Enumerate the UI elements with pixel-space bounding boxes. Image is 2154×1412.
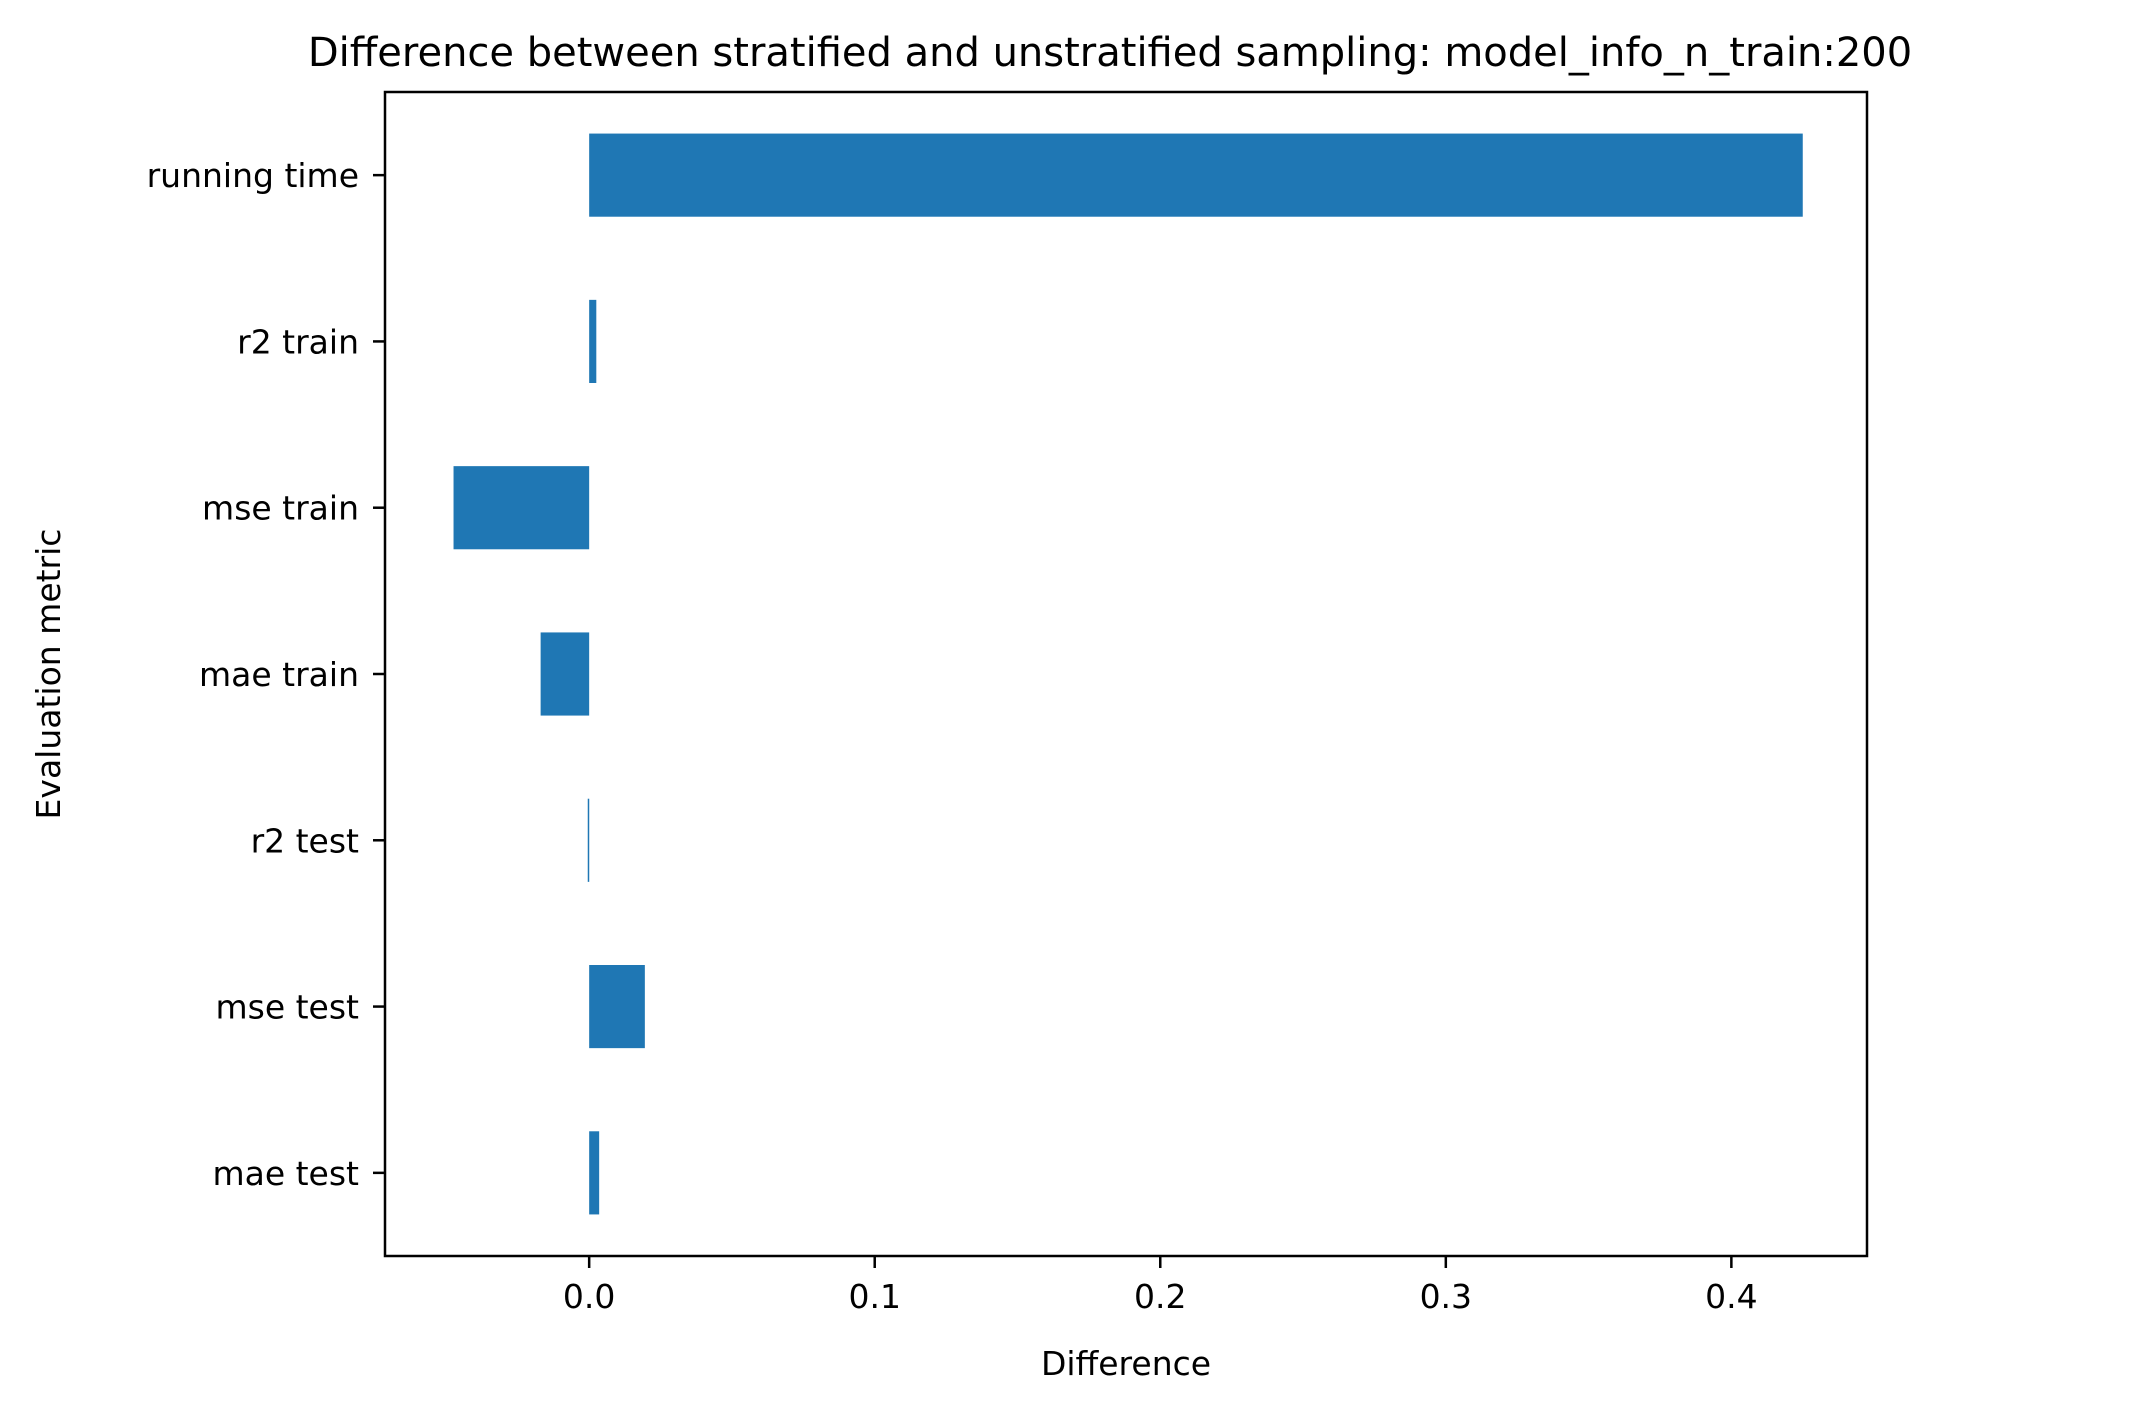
x-axis-ticks: 0.0 0.1 0.2 0.3 0.4 (563, 1256, 1758, 1316)
y-axis-ticks: mae test mse test r2 test mae train mse trai… (147, 156, 385, 1193)
bar-r2-train (589, 299, 597, 383)
x-tick-label: 0.2 (1134, 1277, 1186, 1316)
x-tick-label: 0.3 (1420, 1277, 1472, 1316)
y-tick-label: mse train (202, 489, 359, 528)
x-tick-label: 0.0 (563, 1277, 615, 1316)
y-tick-label: running time (147, 156, 359, 195)
bar-mae-train (540, 632, 590, 716)
x-axis-label: Difference (1041, 1344, 1211, 1383)
y-tick-label: mae test (212, 1154, 359, 1193)
y-tick-label: mse test (215, 988, 359, 1027)
x-tick-label: 0.4 (1705, 1277, 1757, 1316)
y-tick-label: r2 train (237, 322, 359, 361)
bar-running-time (589, 133, 1803, 217)
x-tick-label: 0.1 (848, 1277, 900, 1316)
y-axis-label: Evaluation metric (29, 529, 68, 820)
bar-r2-test (587, 798, 590, 882)
bars-group (453, 133, 1803, 1215)
bar-mse-train (453, 466, 590, 550)
y-tick-label: mae train (199, 655, 359, 694)
chart-title: Difference between stratified and unstra… (308, 30, 1912, 76)
bar-mae-test (589, 1131, 600, 1215)
y-tick-label: r2 test (251, 821, 359, 860)
bar-mse-test (589, 965, 645, 1049)
